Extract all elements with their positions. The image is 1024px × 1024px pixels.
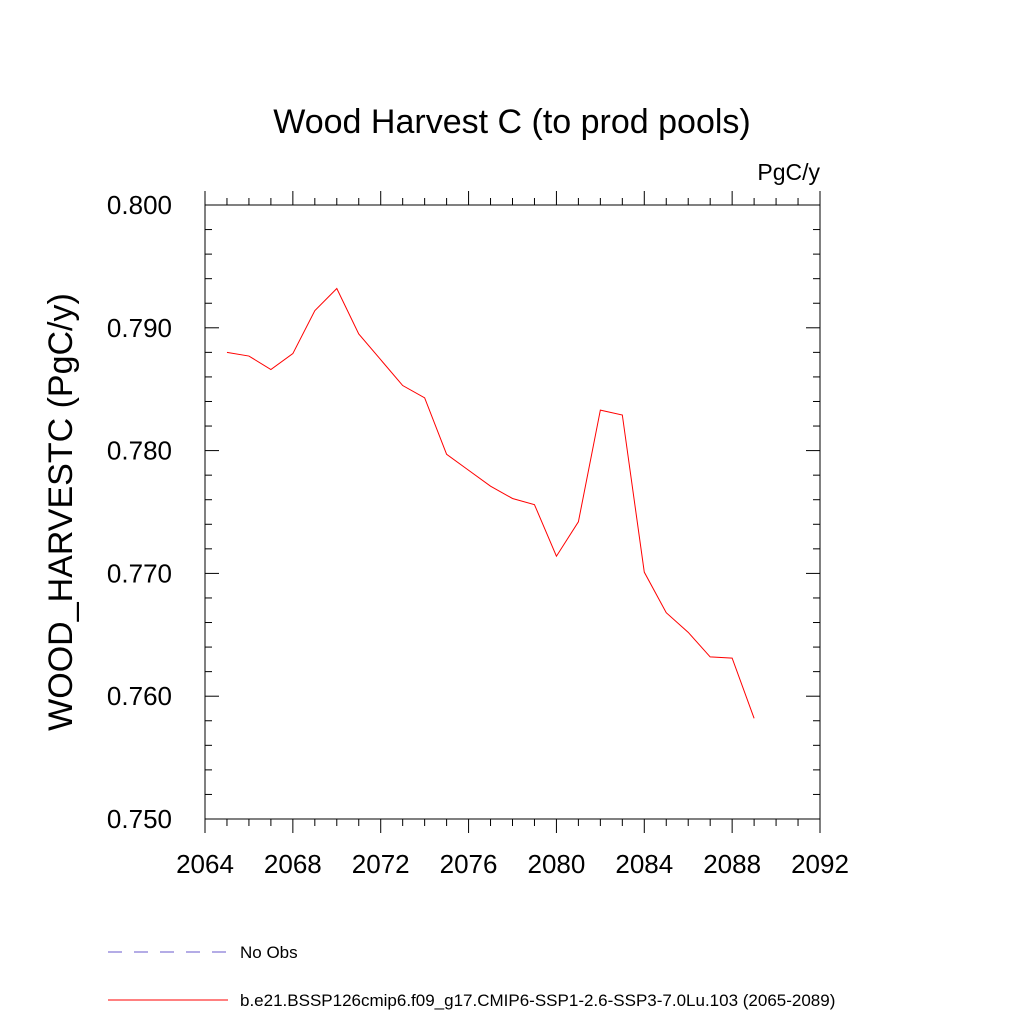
x-tick-label: 2072	[352, 849, 410, 879]
x-tick-label: 2092	[791, 849, 849, 879]
legend-label: No Obs	[240, 943, 298, 962]
x-tick-label: 2064	[176, 849, 234, 879]
legend-label: b.e21.BSSP126cmip6.f09_g17.CMIP6-SSP1-2.…	[240, 991, 835, 1010]
y-tick-label: 0.800	[107, 190, 172, 220]
y-tick-label: 0.760	[107, 681, 172, 711]
x-tick-label: 2084	[615, 849, 673, 879]
x-tick-label: 2080	[528, 849, 586, 879]
series-lines	[226, 287, 755, 719]
axis-ticks: 2064 2068 2072 2076 2080 2084 2088 2092 0.750 0.7…	[107, 190, 849, 879]
x-tick-label: 2088	[703, 849, 761, 879]
series-line	[226, 287, 755, 719]
chart-title: Wood Harvest C (to prod pools)	[273, 103, 750, 141]
plot-frame	[204, 204, 821, 820]
x-tick-label: 2068	[264, 849, 322, 879]
y-tick-label: 0.790	[107, 313, 172, 343]
y-tick-label: 0.770	[107, 558, 172, 588]
y-tick-label: 0.780	[107, 436, 172, 466]
legend: No Obs b.e21.BSSP126cmip6.f09_g17.CMIP6-S…	[108, 943, 835, 1010]
units-label: PgC/y	[757, 159, 820, 185]
y-tick-label: 0.750	[107, 804, 172, 834]
x-tick-label: 2076	[440, 849, 498, 879]
y-axis-label: WOOD_HARVESTC (PgC/y)	[42, 293, 80, 731]
